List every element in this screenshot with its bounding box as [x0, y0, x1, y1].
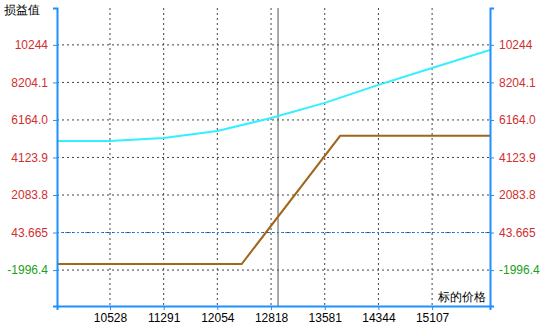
tick-label: 6164.0: [11, 113, 48, 127]
reference-line-x: [278, 8, 279, 306]
tick-label: 10244: [15, 38, 49, 52]
grid-line-x: [271, 8, 272, 306]
grid-line-y: [57, 119, 490, 120]
tick-mark: [490, 120, 494, 121]
tick: 6164.0: [490, 113, 536, 127]
tick-label: -1996.4: [499, 263, 540, 277]
tick-label: 43.665: [11, 226, 48, 240]
series-line: [57, 50, 490, 141]
grid-line-y: [57, 157, 490, 158]
tick-mark: [490, 82, 494, 83]
x-axis: 10528 11291 12054 12818 13581 14344 15107: [58, 306, 491, 325]
tick: 43.665: [490, 226, 536, 240]
tick-label: 4123.9: [499, 151, 536, 165]
grid-line-y: [57, 270, 490, 271]
tick-label: 43.665: [499, 226, 536, 240]
tick: -1996.4: [7, 263, 57, 277]
tick-mark: [110, 306, 111, 310]
series-line: [57, 136, 490, 264]
axis-line: [53, 9, 58, 307]
tick-mark: [432, 306, 433, 310]
y-axis: 10244 8204.1 6164.0 4123.9 2083.8 43.665 -1996…: [7, 9, 57, 307]
tick: 10244: [490, 38, 533, 52]
tick-mark: [490, 233, 494, 234]
y-axis-title: 损益值: [4, 3, 40, 17]
chart: 10244 8204.1 6164.0 4123.9 2083.8 43.665 -1996…: [0, 0, 542, 332]
tick-mark: [378, 306, 379, 310]
tick-label: 2083.8: [499, 188, 536, 202]
y2-axis: 10244 8204.1 6164.0 4123.9 2083.8 43.665 -1996…: [490, 9, 540, 307]
tick-mark: [490, 195, 494, 196]
tick-label: 8204.1: [11, 76, 48, 90]
tick: 14344: [362, 306, 396, 325]
tick: 11291: [148, 306, 181, 325]
tick-label: -1996.4: [7, 263, 48, 277]
tick-mark: [490, 45, 494, 46]
tick-mark: [490, 157, 494, 158]
tick: 2083.8: [11, 188, 57, 202]
tick-mark: [217, 306, 218, 310]
tick-mark: [53, 233, 57, 234]
tick: 12818: [255, 306, 289, 325]
grid-line-x: [109, 8, 110, 306]
tick-label: 10528: [94, 311, 128, 325]
tick: 8204.1: [490, 76, 536, 90]
axis-line: [58, 307, 491, 311]
tick: 4123.9: [11, 151, 57, 165]
axis-line: [491, 9, 495, 307]
series-group: [57, 8, 490, 306]
tick-mark: [53, 45, 57, 46]
tick: -1996.4: [490, 263, 540, 277]
tick: 15107: [416, 306, 450, 325]
tick-mark: [53, 120, 57, 121]
grid-line-y: [57, 195, 490, 196]
tick: 10244: [15, 38, 57, 52]
grid-line-y: [57, 44, 490, 45]
grid: [57, 8, 490, 306]
tick-label: 14344: [362, 311, 396, 325]
tick-label: 6164.0: [499, 113, 536, 127]
tick-label: 2083.8: [11, 188, 48, 202]
tick-label: 15107: [416, 311, 450, 325]
tick-mark: [53, 157, 57, 158]
grid-line-y: [57, 232, 490, 233]
tick-mark: [53, 82, 57, 83]
tick: 12054: [201, 306, 235, 325]
tick-label: 10244: [499, 38, 533, 52]
tick: 2083.8: [490, 188, 536, 202]
tick-mark: [325, 306, 326, 310]
tick-mark: [164, 306, 165, 310]
tick: 13581: [309, 306, 343, 325]
tick-mark: [490, 270, 494, 271]
tick: 8204.1: [11, 76, 57, 90]
tick-label: 8204.1: [499, 76, 536, 90]
tick-label: 12054: [201, 311, 235, 325]
reference-line-y: [57, 232, 490, 233]
tick-mark: [53, 195, 57, 196]
tick-label: 12818: [255, 311, 289, 325]
plot: 10244 8204.1 6164.0 4123.9 2083.8 43.665 -1996…: [7, 8, 540, 325]
grid-line-y: [57, 82, 490, 83]
tick: 6164.0: [11, 113, 57, 127]
tick-label: 11291: [148, 311, 181, 325]
tick: 4123.9: [490, 151, 536, 165]
tick-mark: [271, 306, 272, 310]
tick-mark: [53, 270, 57, 271]
tick: 10528: [94, 306, 128, 325]
tick-label: 13581: [309, 311, 343, 325]
tick-label: 4123.9: [11, 151, 48, 165]
x-axis-title: 标的价格: [437, 290, 486, 304]
tick: 43.665: [11, 226, 57, 240]
